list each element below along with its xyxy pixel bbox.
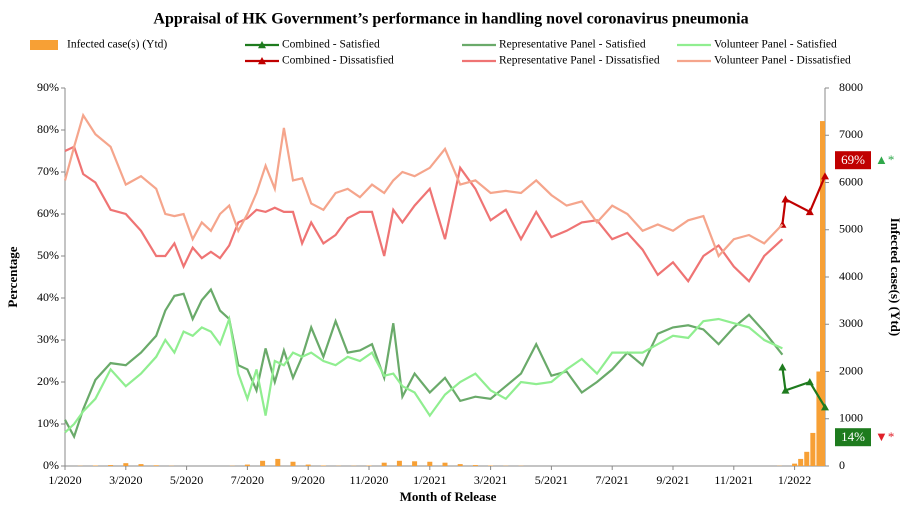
- y-tick-label: 60%: [37, 206, 59, 220]
- x-tick-label: 3/2021: [474, 473, 507, 487]
- legend-marker: [258, 57, 266, 65]
- x-tick-label: 5/2021: [535, 473, 568, 487]
- bar: [804, 451, 810, 466]
- marker: [778, 363, 787, 371]
- bar: [290, 461, 296, 466]
- y-tick-label: 80%: [37, 122, 59, 136]
- bar: [153, 465, 159, 466]
- y2-tick-label: 4000: [839, 269, 863, 283]
- line: [64, 314, 783, 434]
- x-axis-title: Month of Release: [400, 489, 497, 504]
- annotation: ▲*: [875, 152, 894, 167]
- value-label: 14%: [841, 429, 865, 444]
- bar: [138, 464, 144, 466]
- bar: [123, 463, 129, 466]
- value-label: 69%: [841, 152, 865, 167]
- y-tick-label: 30%: [37, 332, 59, 346]
- chart-title: Appraisal of HK Government’s performance…: [153, 11, 748, 28]
- y2-tick-label: 6000: [839, 174, 863, 188]
- y-tick-label: 90%: [37, 80, 59, 94]
- x-tick-label: 5/2020: [170, 473, 203, 487]
- bar: [442, 462, 448, 466]
- legend-label: Combined - Satisfied: [282, 39, 380, 51]
- y2-tick-label: 8000: [839, 80, 863, 94]
- bar: [810, 432, 816, 466]
- annotation: ▼*: [875, 429, 894, 444]
- x-tick-label: 11/2021: [714, 473, 753, 487]
- legend-marker: [258, 41, 266, 49]
- y2-axis-title: Infected case(s) (Ytd): [888, 218, 903, 336]
- y2-tick-label: 0: [839, 458, 845, 472]
- y-tick-label: 10%: [37, 416, 59, 430]
- bar: [427, 461, 433, 466]
- marker: [805, 378, 814, 386]
- line: [781, 175, 827, 225]
- x-tick-label: 3/2020: [109, 473, 142, 487]
- y2-tick-label: 2000: [839, 363, 863, 377]
- legend-label: Representative Panel - Dissatisfied: [499, 55, 660, 67]
- line: [64, 287, 784, 440]
- bar: [244, 464, 250, 466]
- line: [63, 112, 784, 259]
- x-tick-label: 11/2020: [350, 473, 389, 487]
- bar: [396, 460, 402, 466]
- y-tick-label: 20%: [37, 374, 59, 388]
- y2-tick-label: 5000: [839, 222, 863, 236]
- legend-label: Combined - Dissatisfied: [282, 55, 394, 67]
- y-tick-label: 70%: [37, 164, 59, 178]
- bar: [108, 465, 114, 466]
- x-tick-label: 7/2020: [231, 473, 264, 487]
- line: [64, 145, 784, 284]
- y-axis-title: Percentage: [5, 246, 20, 307]
- x-tick-label: 7/2021: [596, 473, 629, 487]
- marker: [821, 403, 829, 411]
- line: [781, 367, 826, 408]
- legend-swatch: [30, 40, 58, 50]
- legend: Infected case(s) (Ytd) Combined - Satisfi…: [30, 39, 851, 67]
- y-tick-label: 40%: [37, 290, 59, 304]
- marker: [781, 195, 790, 203]
- bar: [305, 464, 311, 466]
- y2-tick-label: 1000: [839, 411, 863, 425]
- legend-label: Volunteer Panel - Satisfied: [714, 39, 837, 51]
- bar: [792, 463, 798, 466]
- value-label-box: [835, 151, 871, 170]
- bar: [275, 458, 281, 466]
- legend-label: Volunteer Panel - Dissatisfied: [714, 55, 851, 67]
- x-tick-label: 9/2021: [656, 473, 689, 487]
- bar: [381, 462, 387, 466]
- marker: [805, 207, 814, 216]
- bar: [260, 460, 266, 466]
- y2-tick-label: 7000: [839, 127, 863, 141]
- y-tick-label: 50%: [37, 248, 59, 262]
- x-tick-label: 9/2020: [292, 473, 325, 487]
- x-tick-label: 1/2020: [48, 473, 81, 487]
- value-label-box: [835, 428, 871, 447]
- bar: [457, 464, 463, 466]
- y-tick-label: 0%: [43, 458, 59, 472]
- y2-tick-label: 3000: [839, 316, 863, 330]
- bar: [798, 458, 804, 466]
- legend-label: Representative Panel - Satisfied: [499, 39, 646, 51]
- bar: [472, 465, 478, 466]
- marker: [781, 386, 790, 394]
- x-tick-label: 1/2022: [778, 473, 811, 487]
- bar: [820, 121, 825, 466]
- legend-label: Infected case(s) (Ytd): [67, 39, 167, 51]
- marker: [821, 172, 829, 180]
- bar: [412, 461, 418, 466]
- bar: [816, 371, 822, 466]
- x-tick-label: 1/2021: [413, 473, 446, 487]
